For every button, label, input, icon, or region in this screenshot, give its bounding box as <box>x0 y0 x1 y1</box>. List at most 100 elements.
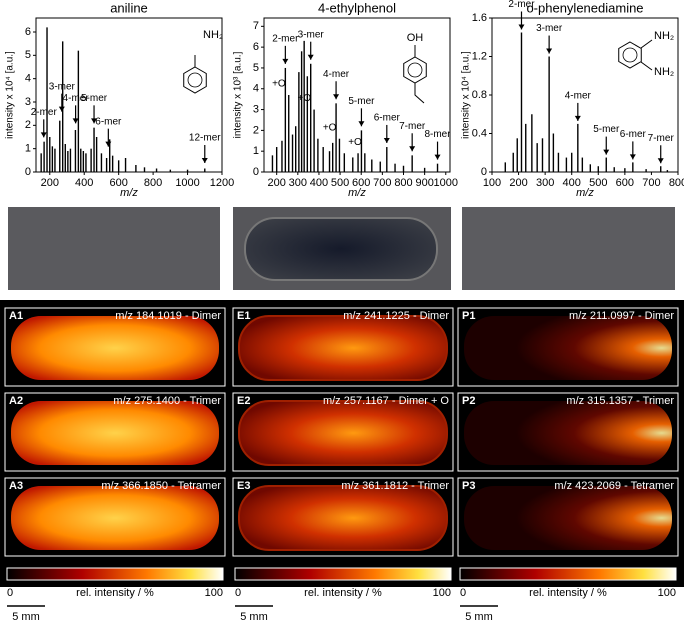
annotation: 7-mer <box>399 121 426 132</box>
colorbar-min: 0 <box>235 587 241 599</box>
y-tick-label: 1.2 <box>472 50 487 62</box>
chart-title: o-phenylenediamine <box>526 0 643 15</box>
panel-label: m/z 423.2069 - Tetramer <box>554 480 674 492</box>
panel-id: E1 <box>237 310 250 322</box>
panel-label: m/z 241.1225 - Dimer <box>343 310 449 322</box>
x-tick-label: 100 <box>483 177 501 189</box>
panel-id: A3 <box>9 480 23 492</box>
annotation: 6-mer <box>95 116 122 127</box>
annotation: 7-mer <box>648 133 675 144</box>
arrow-head <box>105 141 112 147</box>
annotation: 4-mer <box>63 93 90 104</box>
x-axis-label: m/z <box>576 187 594 199</box>
y-axis-label: intensity x 10⁴ [a.u.] <box>5 51 16 139</box>
y-tick-label: 1 <box>253 145 259 157</box>
colorbar <box>6 567 224 581</box>
bond <box>640 61 653 71</box>
photo <box>8 207 220 290</box>
panel-id: P3 <box>462 480 475 492</box>
arrow-head <box>434 154 441 160</box>
arrow-head <box>333 94 340 100</box>
panel-id: P1 <box>462 310 475 322</box>
annotation: +O <box>323 122 337 133</box>
x-tick-label: 300 <box>536 177 554 189</box>
x-axis-label: m/z <box>348 187 366 199</box>
panel-label: m/z 257.1167 - Dimer + O <box>323 395 449 407</box>
arrow-head <box>358 121 365 127</box>
panel-id: A1 <box>9 310 23 322</box>
y-axis-label: intensity x 10⁴ [a.u.] <box>461 51 472 139</box>
annotation: 3-mer <box>536 23 563 34</box>
annotation: 4-mer <box>323 69 350 80</box>
arrow-head <box>383 137 390 143</box>
x-tick-label: 700 <box>642 177 660 189</box>
y-tick-label: 6 <box>25 26 31 38</box>
annotation: 8-mer <box>424 129 451 140</box>
msi-sample <box>464 401 672 465</box>
arrow-head <box>58 106 65 112</box>
y-tick-label: 4 <box>25 73 31 85</box>
x-tick-label: 200 <box>41 177 59 189</box>
colorbar-max: 100 <box>433 587 451 599</box>
y-tick-label: 0 <box>25 166 31 178</box>
arrow-head <box>657 158 664 164</box>
plot-frame <box>263 17 451 173</box>
arrow-head <box>307 54 314 60</box>
chart-title: 4-ethylphenol <box>318 0 396 15</box>
colorbar <box>234 567 452 581</box>
structure-aromatic <box>407 62 423 78</box>
annotation: 6-mer <box>620 129 647 140</box>
structure-label: OH <box>407 32 424 44</box>
structure-aromatic <box>187 72 203 88</box>
x-tick-label: 200 <box>509 177 527 189</box>
structure-ring <box>618 41 642 69</box>
msi-sample <box>238 315 448 381</box>
y-tick-label: 6 <box>253 41 259 53</box>
x-axis-label: m/z <box>120 187 138 199</box>
annotation: 2-mer <box>31 107 58 118</box>
annotation: 5-mer <box>593 124 620 135</box>
arrow-head <box>40 132 47 138</box>
x-tick-label: 1000 <box>175 177 199 189</box>
y-tick-label: 0.8 <box>472 89 487 101</box>
arrow-head <box>91 118 98 124</box>
structure-label: NH₂ <box>654 30 674 42</box>
annotation: +O <box>297 93 311 104</box>
y-tick-label: 5 <box>25 49 31 61</box>
arrow-head <box>574 115 581 121</box>
plot-frame <box>35 17 223 173</box>
msi-sample <box>464 316 672 380</box>
x-tick-label: 400 <box>310 177 328 189</box>
y-tick-label: 4 <box>253 83 259 95</box>
panel-id: A2 <box>9 395 23 407</box>
y-tick-label: 7 <box>253 20 259 32</box>
scalebar-label: 5 mm <box>240 611 268 623</box>
y-tick-label: 0 <box>253 166 259 178</box>
panel-id: P2 <box>462 395 475 407</box>
x-tick-label: 600 <box>616 177 634 189</box>
structure-ring <box>183 66 207 94</box>
structure-label: NH₂ <box>203 29 223 41</box>
annotation: +O <box>348 137 362 148</box>
y-tick-label: 0 <box>481 166 487 178</box>
panel-label: m/z 361.1812 - Trimer <box>341 480 449 492</box>
msi-sample <box>238 485 448 551</box>
panel-label: m/z 366.1850 - Tetramer <box>101 480 221 492</box>
msi-sample <box>11 316 219 380</box>
colorbar <box>459 567 677 581</box>
chart-title: aniline <box>110 0 148 15</box>
annotation: 3-mer <box>49 81 76 92</box>
x-tick-label: 1000 <box>434 177 458 189</box>
arrow-head <box>282 58 289 64</box>
y-tick-label: 3 <box>253 103 259 115</box>
panel-label: m/z 275.1400 - Trimer <box>113 395 221 407</box>
x-tick-label: 1200 <box>210 177 234 189</box>
arrow-head <box>546 48 553 54</box>
x-tick-label: 700 <box>373 177 391 189</box>
structure-label: NH₂ <box>654 66 674 78</box>
x-tick-label: 800 <box>394 177 412 189</box>
scalebar-label: 5 mm <box>465 611 493 623</box>
annotation: 3-mer <box>298 29 325 40</box>
msi-sample <box>11 486 219 550</box>
